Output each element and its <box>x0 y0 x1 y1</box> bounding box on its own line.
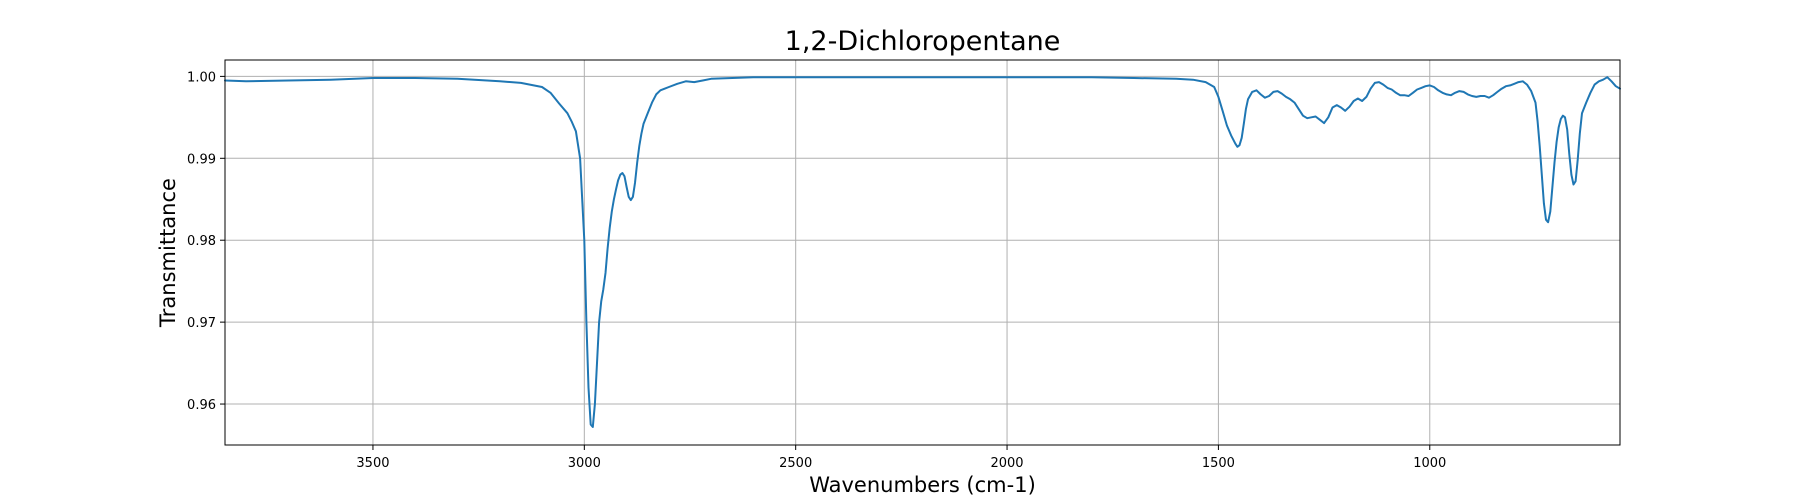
y-tick-label: 0.99 <box>187 152 216 167</box>
y-tick-label: 1.00 <box>187 70 216 85</box>
x-tick-label: 2500 <box>779 456 812 471</box>
x-tick-label: 1000 <box>1413 456 1446 471</box>
x-tick-label: 3000 <box>568 456 601 471</box>
x-tick-label: 3500 <box>356 456 389 471</box>
x-axis-label: Wavenumbers (cm-1) <box>809 473 1036 497</box>
y-tick-label: 0.97 <box>187 316 216 331</box>
transmittance-series-line <box>224 76 1621 428</box>
x-tick-label: 1500 <box>1202 456 1235 471</box>
chart-title: 1,2-Dichloropentane <box>785 26 1061 57</box>
plot-area-frame <box>224 59 1621 446</box>
grid-lines <box>225 60 1620 445</box>
y-tick-label: 0.96 <box>187 398 216 413</box>
y-tick-label: 0.98 <box>187 234 216 249</box>
series-layer <box>224 76 1621 428</box>
axis-ticks: 3500 3000 2500 2000 1500 1000 0.96 0.97 0.98 0.99… <box>187 70 1446 471</box>
x-tick-label: 2000 <box>990 456 1023 471</box>
y-axis-label: Transmittance <box>156 178 180 328</box>
